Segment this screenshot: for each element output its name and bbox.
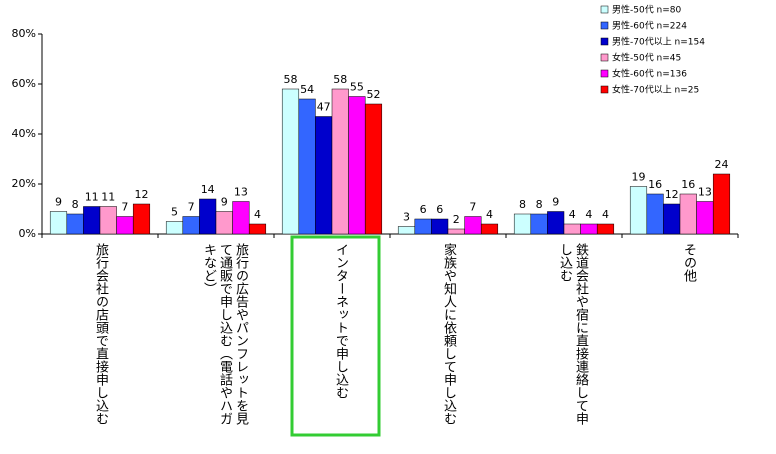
bar	[679, 193, 697, 235]
data-label: 11	[85, 191, 99, 204]
data-label: 4	[585, 208, 592, 221]
data-label: 14	[201, 183, 215, 196]
data-label: 13	[698, 186, 712, 199]
bar	[696, 201, 714, 235]
data-label: 19	[632, 171, 646, 184]
bar	[530, 213, 548, 235]
data-label: 16	[681, 178, 695, 191]
data-label: 7	[188, 201, 195, 214]
bar	[331, 88, 349, 235]
y-tick-label: 80%	[12, 27, 36, 40]
bar	[663, 203, 681, 235]
bar	[298, 98, 316, 235]
bar	[431, 218, 449, 235]
data-label: 12	[135, 188, 149, 201]
data-label: 3	[403, 211, 410, 224]
y-tick-label: 20%	[12, 177, 36, 190]
legend-swatch	[600, 5, 609, 14]
bar	[596, 223, 615, 235]
data-label: 7	[469, 201, 476, 214]
data-label: 58	[333, 73, 347, 86]
data-label: 9	[55, 196, 62, 209]
bar	[281, 88, 300, 235]
data-label: 47	[317, 101, 331, 114]
x-tick-label: 家族や知人に依頼して申し込む	[441, 243, 456, 425]
data-label: 4	[254, 208, 261, 221]
bar	[83, 206, 101, 235]
bar	[563, 223, 581, 235]
bar	[99, 206, 117, 235]
bar	[49, 211, 68, 235]
bar	[215, 211, 233, 235]
legend-swatch	[600, 53, 609, 62]
data-label: 5	[171, 206, 178, 219]
legend-label: 男性-50代 n=80	[612, 4, 682, 16]
bar	[464, 216, 482, 235]
data-label: 4	[486, 208, 493, 221]
bar	[165, 221, 184, 235]
y-tick-label: 60%	[12, 77, 36, 90]
x-tick-label: 旅行の広告やパンフレットを見て通販で申し込む（電話やハガキなど）	[201, 243, 248, 425]
data-label: 7	[121, 201, 128, 214]
bar	[66, 213, 84, 235]
bar	[480, 223, 499, 235]
x-tick-label: 鉄道会社や宿に直接連絡して申し込む	[557, 243, 588, 425]
bar	[199, 198, 217, 235]
x-tick-label: その他	[681, 243, 696, 282]
data-label: 52	[367, 88, 381, 101]
bar	[132, 203, 151, 235]
legend-label: 男性-70代以上 n=154	[612, 36, 705, 48]
bar	[712, 173, 731, 235]
y-tick-label: 40%	[12, 127, 36, 140]
y-tick-label: 0%	[19, 227, 36, 240]
data-label: 4	[602, 208, 609, 221]
legend-label: 男性-60代 n=224	[612, 20, 687, 32]
bar	[414, 218, 432, 235]
bar	[513, 213, 532, 235]
bar	[397, 226, 416, 235]
bar	[580, 223, 598, 235]
data-label: 58	[284, 73, 298, 86]
data-label: 54	[300, 83, 314, 96]
bar	[364, 103, 383, 235]
data-label: 11	[101, 191, 115, 204]
data-label: 16	[648, 178, 662, 191]
legend-swatch	[600, 21, 609, 30]
bar	[547, 211, 565, 235]
data-label: 2	[453, 213, 460, 226]
data-label: 6	[436, 203, 443, 216]
bar	[315, 116, 333, 235]
data-label: 8	[536, 198, 543, 211]
legend-label: 女性-70代以上 n=25	[612, 84, 699, 96]
bar	[248, 223, 267, 235]
data-label: 8	[519, 198, 526, 211]
bar	[348, 96, 366, 235]
data-label: 9	[221, 196, 228, 209]
highlight-box	[290, 235, 381, 437]
data-label: 12	[665, 188, 679, 201]
data-label: 24	[715, 158, 729, 171]
data-label: 4	[569, 208, 576, 221]
x-tick-label: インターネットで申し込む	[333, 243, 348, 399]
bar	[116, 216, 134, 235]
legend-swatch	[600, 85, 609, 94]
data-label: 55	[350, 81, 364, 94]
data-label: 9	[552, 196, 559, 209]
bar	[629, 186, 648, 235]
x-tick-label: 旅行会社の店頭で直接申し込む	[93, 243, 108, 425]
legend-swatch	[600, 69, 609, 78]
data-label: 8	[72, 198, 79, 211]
bar	[232, 201, 250, 235]
bar	[447, 228, 465, 235]
bar	[646, 193, 664, 235]
legend-label: 女性-60代 n=136	[612, 68, 687, 80]
data-label: 13	[234, 186, 248, 199]
legend-label: 女性-50代 n=45	[612, 52, 681, 64]
legend-swatch	[600, 37, 609, 46]
data-label: 6	[420, 203, 427, 216]
bar	[182, 216, 200, 235]
